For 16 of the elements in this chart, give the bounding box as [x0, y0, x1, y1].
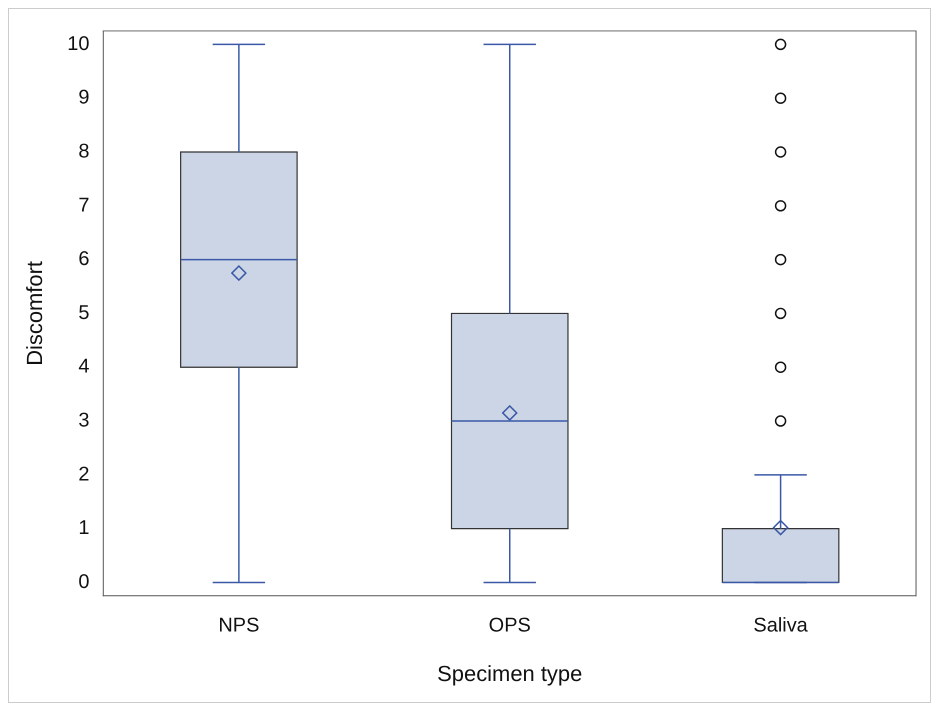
y-tick-label: 5: [78, 302, 90, 324]
y-tick-label: 9: [78, 86, 90, 109]
y-tick-label: 4: [78, 356, 90, 378]
x-tick-label: Saliva: [753, 614, 809, 636]
x-tick-label: NPS: [218, 614, 260, 636]
y-axis-title: Discomfort: [22, 261, 48, 366]
y-tick-label: 1: [78, 517, 90, 540]
y-tick-label: 3: [78, 410, 90, 432]
y-tick-label: 6: [78, 248, 90, 270]
y-tick-label: 7: [78, 194, 90, 216]
x-tick-label: OPS: [488, 614, 531, 636]
y-tick-label: 0: [78, 570, 90, 593]
x-axis-title: Specimen type: [437, 660, 582, 686]
y-tick-label: 10: [67, 32, 90, 55]
y-tick-label: 8: [78, 140, 90, 162]
y-tick-label: 2: [78, 463, 90, 486]
